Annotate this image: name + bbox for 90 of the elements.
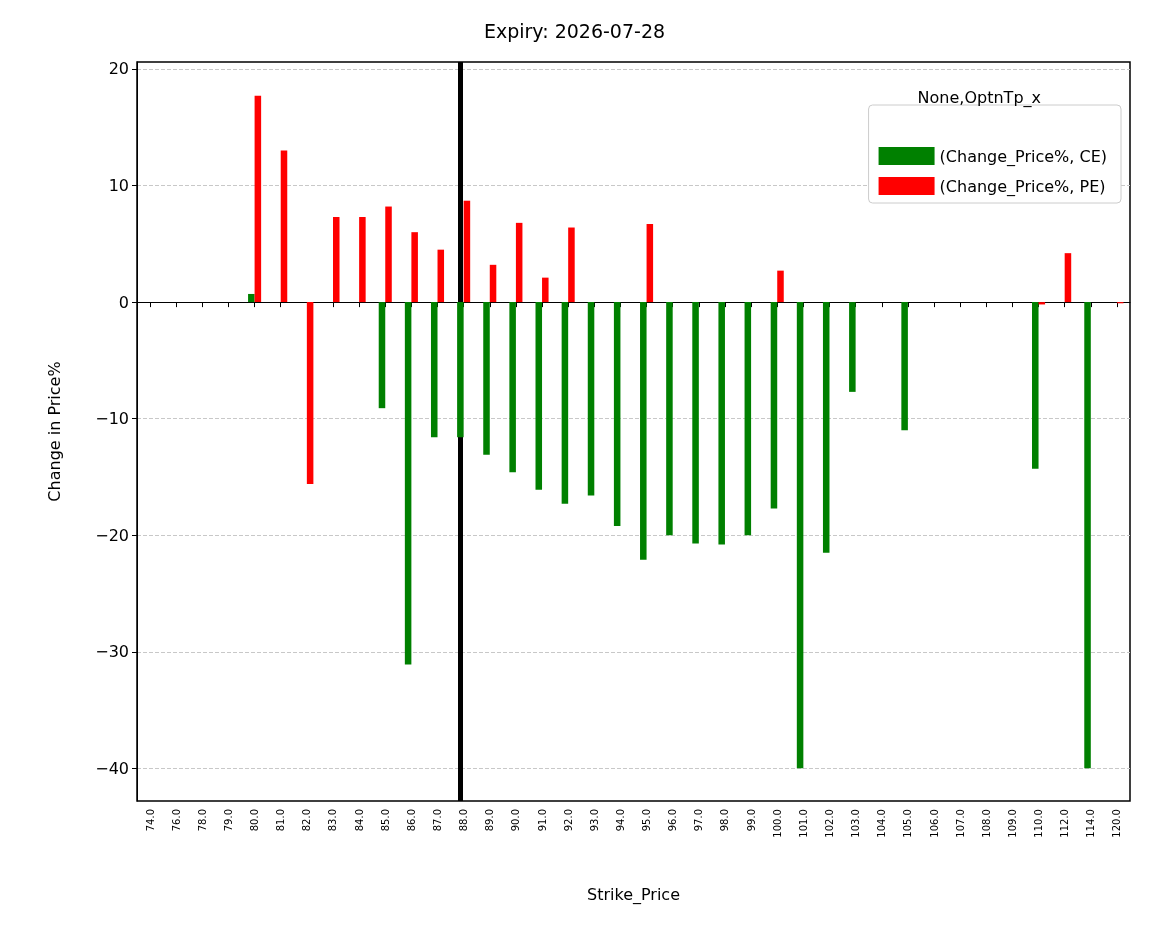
bar — [437, 249, 445, 303]
bar — [489, 264, 497, 303]
bar — [561, 302, 569, 504]
bar — [822, 302, 830, 553]
legend-title: None,OptnTp_x — [917, 87, 1041, 108]
bar — [535, 302, 543, 490]
bar — [306, 302, 314, 484]
x-tick-label: 97.0 — [693, 809, 705, 832]
bar — [248, 293, 255, 303]
x-tick-label: 94.0 — [614, 809, 626, 832]
x-tick-label: 102.0 — [823, 809, 835, 838]
y-tick-label: −10 — [95, 409, 129, 429]
x-tick-label: 107.0 — [954, 809, 966, 838]
legend-label: (Change_Price%, CE) — [939, 146, 1108, 167]
x-tick-label: 76.0 — [170, 809, 182, 832]
bar — [483, 302, 490, 455]
bar — [1032, 302, 1039, 469]
chart-title: Expiry: 2026-07-28 — [483, 19, 666, 42]
x-tick-label: 90.0 — [510, 809, 522, 832]
x-axis-title: Strike_Price — [586, 884, 681, 905]
bar — [463, 200, 471, 303]
x-tick-label: 82.0 — [301, 809, 313, 832]
x-tick-label: 89.0 — [484, 809, 496, 832]
y-tick-label: −30 — [95, 642, 129, 662]
bar — [457, 302, 464, 438]
x-tick-label: 84.0 — [353, 809, 365, 832]
bar — [430, 302, 438, 438]
x-tick-label: 110.0 — [1033, 809, 1045, 838]
x-tick-label: 103.0 — [850, 809, 862, 838]
bar — [509, 302, 516, 473]
bar — [1084, 302, 1091, 769]
y-tick-label: −20 — [95, 525, 129, 545]
x-tick-label: 105.0 — [902, 809, 914, 838]
bar — [796, 302, 804, 769]
bar — [666, 302, 673, 536]
bar — [385, 206, 392, 303]
bar — [901, 302, 908, 431]
x-tick-label: 78.0 — [196, 809, 208, 832]
x-tick-label: 108.0 — [980, 809, 992, 838]
x-tick-label: 83.0 — [327, 809, 339, 832]
bar — [777, 270, 784, 303]
y-tick-label: 0 — [118, 292, 129, 312]
bar — [254, 95, 262, 303]
bar — [744, 302, 752, 536]
x-tick-label: 95.0 — [641, 809, 653, 832]
x-tick-label: 91.0 — [536, 809, 548, 832]
bar — [613, 302, 621, 526]
bar — [359, 217, 366, 303]
bar — [280, 150, 288, 303]
bar — [718, 302, 725, 545]
bar — [692, 302, 699, 544]
x-tick-label: 88.0 — [458, 809, 470, 832]
x-tick-label: 109.0 — [1006, 809, 1018, 838]
x-tick-label: 114.0 — [1085, 809, 1097, 838]
x-tick-label: 106.0 — [928, 809, 940, 838]
bar — [378, 302, 386, 409]
bar — [411, 232, 418, 303]
y-tick-label: 10 — [108, 176, 129, 196]
x-tick-label: 93.0 — [588, 809, 600, 832]
y-tick-label: 20 — [108, 59, 129, 79]
x-tick-label: 100.0 — [771, 809, 783, 838]
y-tick-label: −40 — [95, 758, 129, 778]
bar — [515, 222, 523, 303]
y-axis-title: Change in Price% — [44, 361, 64, 502]
bar — [568, 227, 575, 303]
bar — [646, 224, 654, 303]
bar — [542, 277, 549, 303]
x-tick-label: 86.0 — [405, 809, 417, 832]
x-tick-label: 104.0 — [876, 809, 888, 838]
bar — [770, 302, 778, 509]
bar — [404, 302, 412, 665]
x-tick-label: 85.0 — [379, 809, 391, 832]
x-tick-label: 112.0 — [1059, 809, 1071, 838]
bar — [332, 217, 340, 303]
x-tick-label: 80.0 — [249, 809, 261, 832]
x-tick-label: 79.0 — [222, 809, 234, 832]
x-tick-label: 98.0 — [719, 809, 731, 832]
x-tick-label: 87.0 — [432, 809, 444, 832]
legend-label: (Change_Price%, PE) — [939, 176, 1106, 197]
x-tick-label: 96.0 — [667, 809, 679, 832]
bar — [587, 302, 595, 496]
bar — [640, 302, 647, 560]
bar — [1064, 253, 1072, 303]
x-tick-label: 74.0 — [144, 809, 156, 832]
x-tick-label: 101.0 — [797, 809, 809, 838]
x-tick-label: 99.0 — [745, 809, 757, 832]
x-tick-label: 92.0 — [562, 809, 574, 832]
x-tick-label: 81.0 — [275, 809, 287, 832]
x-tick-label: 120.0 — [1111, 809, 1123, 838]
bar — [849, 302, 856, 392]
